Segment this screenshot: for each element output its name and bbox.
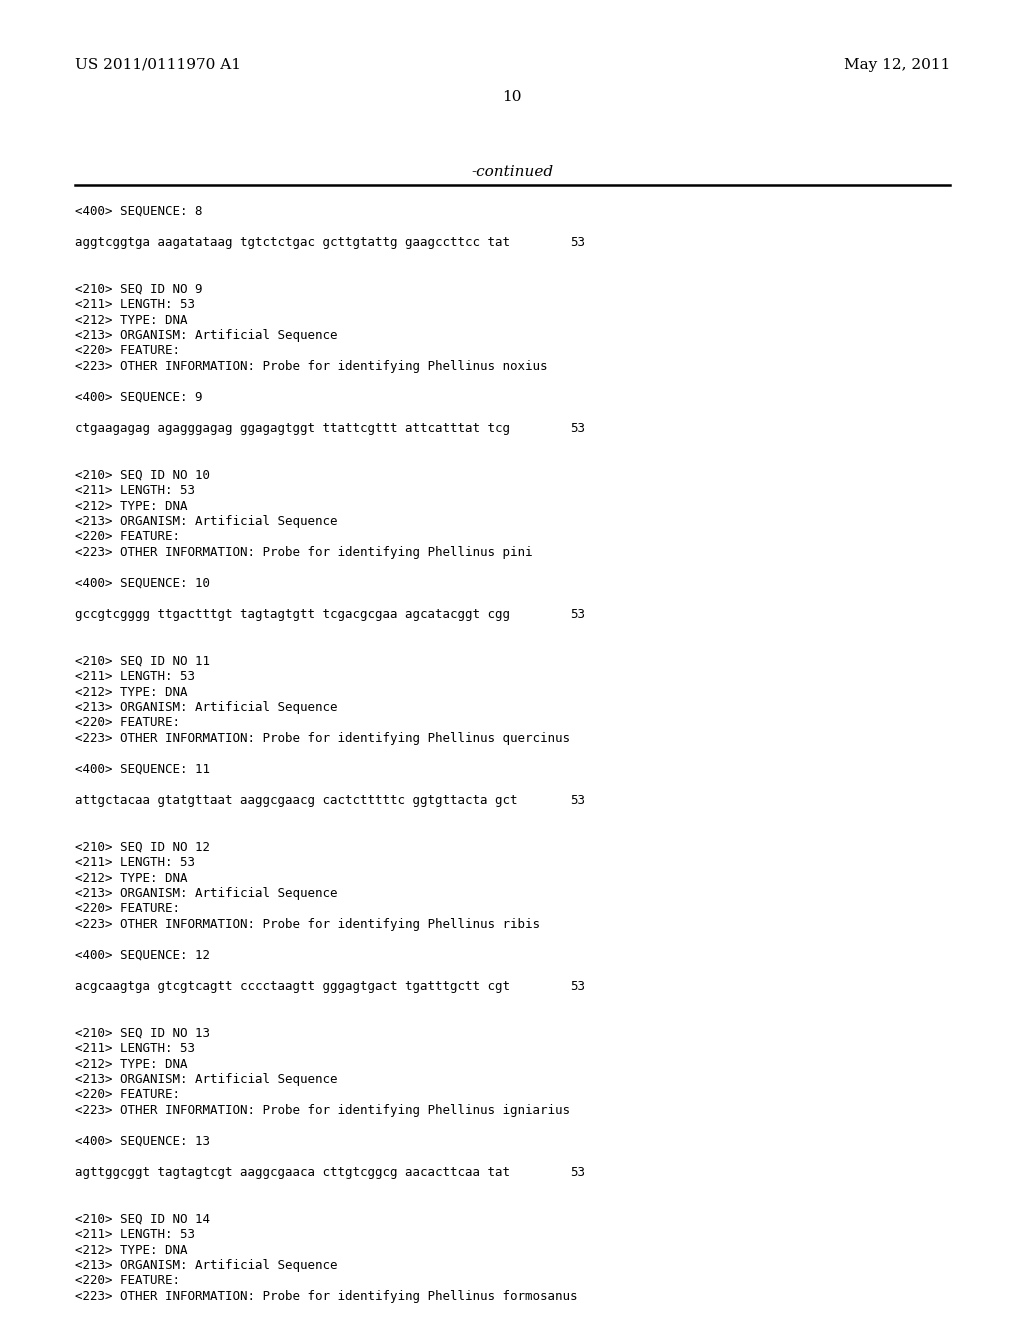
Text: <212> TYPE: DNA: <212> TYPE: DNA xyxy=(75,871,187,884)
Text: <211> LENGTH: 53: <211> LENGTH: 53 xyxy=(75,1041,195,1055)
Text: 53: 53 xyxy=(570,422,585,436)
Text: <223> OTHER INFORMATION: Probe for identifying Phellinus quercinus: <223> OTHER INFORMATION: Probe for ident… xyxy=(75,733,570,744)
Text: <213> ORGANISM: Artificial Sequence: <213> ORGANISM: Artificial Sequence xyxy=(75,1073,338,1086)
Text: <210> SEQ ID NO 13: <210> SEQ ID NO 13 xyxy=(75,1027,210,1040)
Text: <210> SEQ ID NO 12: <210> SEQ ID NO 12 xyxy=(75,841,210,854)
Text: 53: 53 xyxy=(570,795,585,807)
Text: <211> LENGTH: 53: <211> LENGTH: 53 xyxy=(75,1228,195,1241)
Text: <211> LENGTH: 53: <211> LENGTH: 53 xyxy=(75,484,195,498)
Text: <400> SEQUENCE: 9: <400> SEQUENCE: 9 xyxy=(75,391,203,404)
Text: attgctacaa gtatgttaat aaggcgaacg cactctttttc ggtgttacta gct: attgctacaa gtatgttaat aaggcgaacg cactctt… xyxy=(75,795,517,807)
Text: 53: 53 xyxy=(570,1166,585,1179)
Text: <211> LENGTH: 53: <211> LENGTH: 53 xyxy=(75,671,195,682)
Text: acgcaagtga gtcgtcagtt cccctaagtt gggagtgact tgatttgctt cgt: acgcaagtga gtcgtcagtt cccctaagtt gggagtg… xyxy=(75,979,510,993)
Text: <223> OTHER INFORMATION: Probe for identifying Phellinus ribis: <223> OTHER INFORMATION: Probe for ident… xyxy=(75,917,540,931)
Text: <223> OTHER INFORMATION: Probe for identifying Phellinus igniarius: <223> OTHER INFORMATION: Probe for ident… xyxy=(75,1104,570,1117)
Text: <400> SEQUENCE: 10: <400> SEQUENCE: 10 xyxy=(75,577,210,590)
Text: <220> FEATURE:: <220> FEATURE: xyxy=(75,1089,180,1101)
Text: aggtcggtga aagatataag tgtctctgac gcttgtattg gaagccttcc tat: aggtcggtga aagatataag tgtctctgac gcttgta… xyxy=(75,236,510,249)
Text: <212> TYPE: DNA: <212> TYPE: DNA xyxy=(75,314,187,326)
Text: ctgaagagag agagggagag ggagagtggt ttattcgttt attcatttat tcg: ctgaagagag agagggagag ggagagtggt ttattcg… xyxy=(75,422,510,436)
Text: <212> TYPE: DNA: <212> TYPE: DNA xyxy=(75,499,187,512)
Text: <211> LENGTH: 53: <211> LENGTH: 53 xyxy=(75,298,195,312)
Text: <220> FEATURE:: <220> FEATURE: xyxy=(75,345,180,358)
Text: <212> TYPE: DNA: <212> TYPE: DNA xyxy=(75,685,187,698)
Text: US 2011/0111970 A1: US 2011/0111970 A1 xyxy=(75,58,241,73)
Text: <213> ORGANISM: Artificial Sequence: <213> ORGANISM: Artificial Sequence xyxy=(75,515,338,528)
Text: <400> SEQUENCE: 8: <400> SEQUENCE: 8 xyxy=(75,205,203,218)
Text: <223> OTHER INFORMATION: Probe for identifying Phellinus formosanus: <223> OTHER INFORMATION: Probe for ident… xyxy=(75,1290,578,1303)
Text: <223> OTHER INFORMATION: Probe for identifying Phellinus noxius: <223> OTHER INFORMATION: Probe for ident… xyxy=(75,360,548,374)
Text: <220> FEATURE:: <220> FEATURE: xyxy=(75,903,180,916)
Text: <211> LENGTH: 53: <211> LENGTH: 53 xyxy=(75,855,195,869)
Text: agttggcggt tagtagtcgt aaggcgaaca cttgtcggcg aacacttcaa tat: agttggcggt tagtagtcgt aaggcgaaca cttgtcg… xyxy=(75,1166,510,1179)
Text: <210> SEQ ID NO 9: <210> SEQ ID NO 9 xyxy=(75,282,203,296)
Text: <400> SEQUENCE: 13: <400> SEQUENCE: 13 xyxy=(75,1135,210,1148)
Text: <220> FEATURE:: <220> FEATURE: xyxy=(75,1275,180,1287)
Text: <210> SEQ ID NO 10: <210> SEQ ID NO 10 xyxy=(75,469,210,482)
Text: <223> OTHER INFORMATION: Probe for identifying Phellinus pini: <223> OTHER INFORMATION: Probe for ident… xyxy=(75,546,532,558)
Text: <400> SEQUENCE: 12: <400> SEQUENCE: 12 xyxy=(75,949,210,962)
Text: -continued: -continued xyxy=(471,165,553,180)
Text: <212> TYPE: DNA: <212> TYPE: DNA xyxy=(75,1243,187,1257)
Text: gccgtcgggg ttgactttgt tagtagtgtt tcgacgcgaa agcatacggt cgg: gccgtcgggg ttgactttgt tagtagtgtt tcgacgc… xyxy=(75,609,510,620)
Text: 10: 10 xyxy=(502,90,522,104)
Text: May 12, 2011: May 12, 2011 xyxy=(844,58,950,73)
Text: <213> ORGANISM: Artificial Sequence: <213> ORGANISM: Artificial Sequence xyxy=(75,329,338,342)
Text: <213> ORGANISM: Artificial Sequence: <213> ORGANISM: Artificial Sequence xyxy=(75,887,338,900)
Text: <210> SEQ ID NO 14: <210> SEQ ID NO 14 xyxy=(75,1213,210,1225)
Text: <212> TYPE: DNA: <212> TYPE: DNA xyxy=(75,1057,187,1071)
Text: 53: 53 xyxy=(570,609,585,620)
Text: <220> FEATURE:: <220> FEATURE: xyxy=(75,717,180,730)
Text: <213> ORGANISM: Artificial Sequence: <213> ORGANISM: Artificial Sequence xyxy=(75,701,338,714)
Text: <220> FEATURE:: <220> FEATURE: xyxy=(75,531,180,544)
Text: <210> SEQ ID NO 11: <210> SEQ ID NO 11 xyxy=(75,655,210,668)
Text: <213> ORGANISM: Artificial Sequence: <213> ORGANISM: Artificial Sequence xyxy=(75,1259,338,1272)
Text: 53: 53 xyxy=(570,979,585,993)
Text: <400> SEQUENCE: 11: <400> SEQUENCE: 11 xyxy=(75,763,210,776)
Text: 53: 53 xyxy=(570,236,585,249)
